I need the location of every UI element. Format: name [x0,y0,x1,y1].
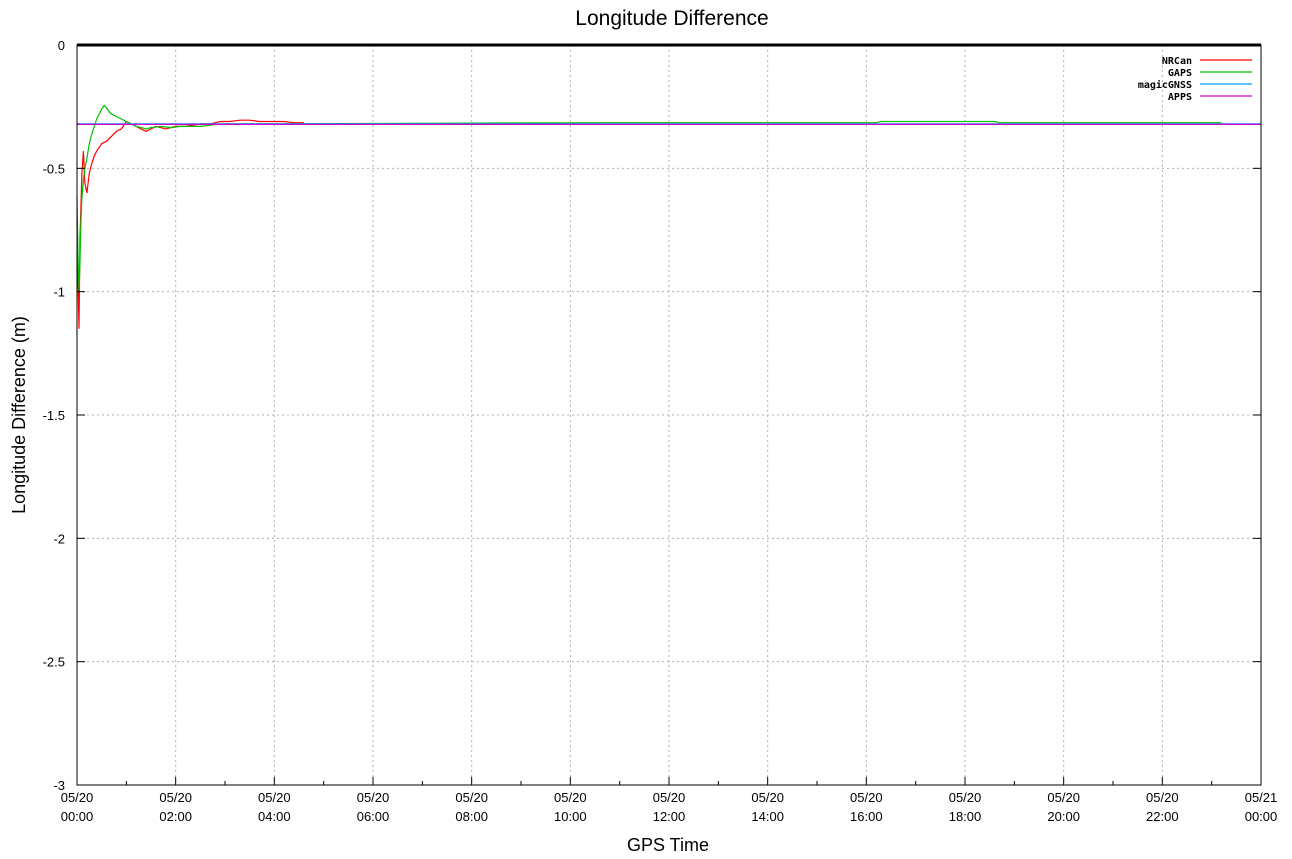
tick-group: 0-0.5-1-1.5-2-2.5-305/2000:0005/2002:000… [43,38,1278,824]
x-tick-label-time: 06:00 [357,809,390,824]
x-tick-label-time: 22:00 [1146,809,1179,824]
x-tick-label-time: 10:00 [554,809,587,824]
y-axis-label: Longitude Difference (m) [9,316,29,514]
legend-label-gaps: GAPS [1168,68,1192,79]
x-tick-label-date: 05/20 [258,790,291,805]
x-tick-label-date: 05/20 [949,790,982,805]
x-tick-label-time: 02:00 [159,809,192,824]
x-tick-label-time: 16:00 [850,809,883,824]
x-tick-label-date: 05/20 [850,790,883,805]
x-tick-label-date: 05/20 [554,790,587,805]
legend-label-magicgnss: magicGNSS [1138,79,1192,91]
series-line-nrcan [76,119,304,329]
x-tick-label-time: 12:00 [653,809,686,824]
x-tick-label-date: 05/20 [357,790,390,805]
x-tick-label-time: 14:00 [751,809,784,824]
y-tick-label: -0.5 [43,161,65,176]
x-tick-label-date: 05/20 [61,790,94,805]
x-tick-label-time: 18:00 [949,809,982,824]
y-tick-label: -2.5 [43,655,65,670]
x-tick-label-date: 05/20 [455,790,488,805]
x-tick-label-date: 05/20 [653,790,686,805]
x-tick-label-date: 05/20 [1146,790,1179,805]
x-tick-label-time: 04:00 [258,809,291,824]
x-tick-label-time: 00:00 [61,809,94,824]
x-tick-label-time: 20:00 [1047,809,1080,824]
x-axis-label: GPS Time [627,835,709,855]
series-group [76,104,1261,329]
legend-label-nrcan: NRCan [1162,56,1192,67]
y-tick-label: 0 [58,38,65,53]
y-tick-label: -1.5 [43,408,65,423]
grid [77,45,1261,785]
chart-title: Longitude Difference [575,7,768,30]
x-tick-label-date: 05/20 [751,790,784,805]
x-tick-label-time: 00:00 [1245,809,1278,824]
legend-label-apps: APPS [1168,92,1192,103]
x-tick-label-date: 05/20 [1047,790,1080,805]
x-tick-label-time: 08:00 [455,809,488,824]
y-tick-label: -3 [53,778,65,793]
x-tick-label-date: 05/20 [159,790,192,805]
y-tick-label: -2 [53,531,65,546]
y-tick-label: -1 [53,285,65,300]
series-line-gaps [76,104,1222,292]
x-tick-label-date: 05/21 [1245,790,1278,805]
